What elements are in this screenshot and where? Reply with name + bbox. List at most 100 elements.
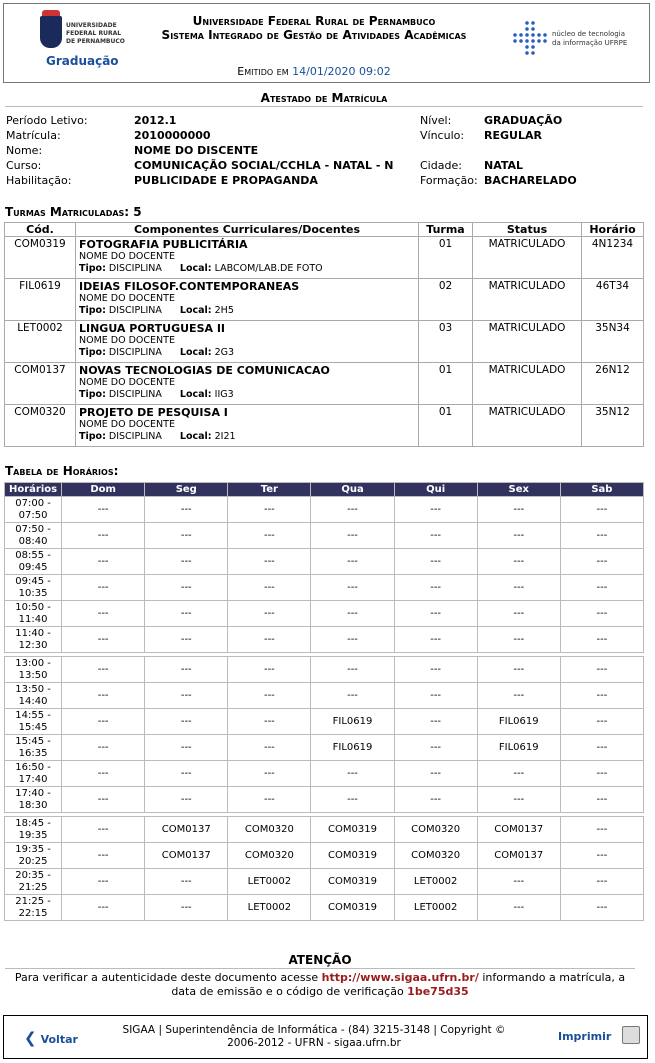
courses-table: Cód. Componentes Curriculares/Docentes T… [4,222,644,447]
schedule-cell: --- [227,496,312,523]
schedule-cell: --- [476,682,561,709]
info-value: NOME DO DISCENTE [134,144,259,157]
schedule-table: Horários Dom Seg Ter Qua Qui Sex Sab 07:00 - 07… [3,482,645,921]
tipo-value: DISCIPLINA [108,347,162,358]
schedule-cell: --- [393,522,478,549]
info-label: Nome: [6,144,43,157]
schedule-cell: --- [227,656,312,683]
schedule-cell: --- [310,656,395,683]
info-label: Habilitação: [6,174,72,187]
tipo-label: Tipo: [79,389,106,400]
footer-text: SIGAA | Superintendência de Informática … [104,1024,524,1050]
printer-icon[interactable] [622,1026,640,1044]
teacher-name: NOME DO DOCENTE [79,419,175,430]
schedule-cell: --- [559,574,645,601]
course-row: FIL0619 IDEIAS FILOSOF.CONTEMPORANEAS NOME… [4,278,644,321]
course-meta: Tipo: DISCIPLINA Local: 2G3 [79,347,415,359]
schedule-cell: --- [559,600,645,627]
schedule-cell: COM0137 [476,816,561,843]
tipo-label: Tipo: [79,431,106,442]
info-row: Vínculo: REGULAR [420,128,577,143]
course-turma: 01 [418,362,473,405]
info-value: COMUNICAÇÃO SOCIAL/CCHLA - NATAL - N [134,159,394,172]
schedule-header-6: Sex [476,482,561,497]
local-label: Local: [179,263,212,274]
schedule-cell: --- [559,734,645,761]
print-button[interactable]: Imprimir [558,1030,612,1043]
course-turma: 02 [418,278,473,321]
schedule-cell: --- [61,574,146,601]
schedule-cell: COM0320 [393,842,478,869]
student-info-right: Nível: GRADUAÇÃO Vínculo: REGULAR Cidade: NA… [420,113,577,188]
col-horario: Horário [581,222,644,237]
schedule-cell: --- [61,734,146,761]
course-meta: Tipo: DISCIPLINA Local: LABCOM/LAB.DE FOT… [79,263,415,275]
course-horario: 35N34 [581,320,644,363]
schedule-row: 19:35 - 20:25 --- COM0137 COM0320 COM0319 COM… [3,842,645,869]
info-value: NATAL [484,159,524,172]
back-button[interactable]: ❮ Voltar [24,1029,82,1047]
student-info-left: Período Letivo: 2012.1 Matrícula: 201000000… [6,113,394,188]
info-label: Cidade: [420,159,462,172]
schedule-cell: --- [144,786,229,813]
attention-box: ATENÇÃO Para verificar a autenticidade d… [5,953,635,1001]
schedule-cell: --- [227,600,312,627]
schedule-cell: --- [559,894,645,921]
footer-line1: SIGAA | Superintendência de Informática … [122,1024,506,1036]
attention-title: ATENÇÃO [5,953,635,969]
teacher-name: NOME DO DOCENTE [79,293,175,304]
local-value: 2G3 [214,347,235,358]
course-component: FOTOGRAFIA PUBLICITÁRIA NOME DO DOCENTE Ti… [75,236,419,279]
schedule-row: 15:45 - 16:35 --- --- --- FIL0619 --- FIL0619-… [3,734,645,761]
course-name: LINGUA PORTUGUESA II [79,322,226,335]
time-slot: 14:55 - 15:45 [3,708,63,735]
schedule-cell: COM0319 [310,868,395,895]
course-component: NOVAS TECNOLOGIAS DE COMUNICACAO NOME DO … [75,362,419,405]
schedule-cell: --- [476,522,561,549]
schedule-cell: --- [227,626,312,653]
schedule-cell: --- [559,760,645,787]
course-meta: Tipo: DISCIPLINA Local: 2I21 [79,431,415,443]
schedule-cell: --- [310,760,395,787]
info-value: 2012.1 [134,114,177,127]
course-horario: 35N12 [581,404,644,447]
course-component: PROJETO DE PESQUISA I NOME DO DOCENTE Tipo… [75,404,419,447]
schedule-cell: --- [476,574,561,601]
info-label: Formação: [420,174,478,187]
tipo-value: DISCIPLINA [108,431,162,442]
schedule-cell: --- [144,548,229,575]
schedule-cell: --- [61,656,146,683]
schedule-cell: --- [393,496,478,523]
tipo-label: Tipo: [79,347,106,358]
schedule-cell: --- [476,894,561,921]
time-slot: 13:50 - 14:40 [3,682,63,709]
schedule-cell: --- [310,600,395,627]
local-label: Local: [179,389,212,400]
verification-link[interactable]: http://www.sigaa.ufrn.br/ [321,971,479,984]
schedule-cell: --- [61,816,146,843]
verify-text-1: Para verificar a autenticidade deste doc… [14,971,319,984]
schedule-cell: --- [476,786,561,813]
time-slot: 18:45 - 19:35 [3,816,63,843]
info-row: Formação: BACHARELADO [420,173,577,188]
footer: ❮ Voltar SIGAA | Superintendência de Info… [3,1015,648,1059]
schedule-cell: --- [559,522,645,549]
schedule-cell: --- [393,626,478,653]
schedule-cell: --- [227,548,312,575]
schedule-cell: FIL0619 [310,734,395,761]
schedule-cell: FIL0619 [310,708,395,735]
course-horario: 4N1234 [581,236,644,279]
schedule-cell: --- [393,600,478,627]
schedule-cell: --- [393,708,478,735]
schedule-cell: --- [393,734,478,761]
schedule-row: 16:50 - 17:40 --- --- --- --- --- --- --- [3,760,645,787]
schedule-cell: --- [61,600,146,627]
info-row: Nome: NOME DO DISCENTE [6,143,394,158]
schedule-cell: --- [559,682,645,709]
schedule-cell: --- [144,682,229,709]
schedule-header-5: Qui [393,482,478,497]
system-name: Sistema Integrado de Gestão de Atividade… [161,28,467,42]
info-value: 2010000000 [134,129,211,142]
emitted-label: Emitido em [237,65,289,78]
info-row: Habilitação: PUBLICIDADE E PROPAGANDA [6,173,394,188]
